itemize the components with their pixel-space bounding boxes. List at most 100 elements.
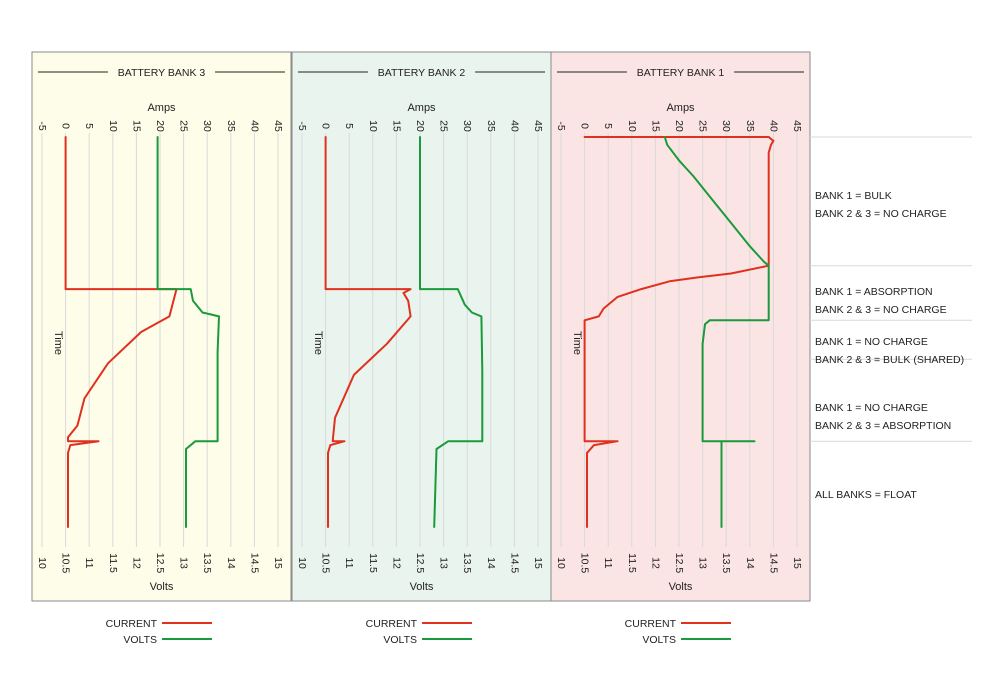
panel-background <box>291 51 552 602</box>
amps-tick-label: 45 <box>532 120 544 132</box>
panel-title: BATTERY BANK 2 <box>378 67 466 79</box>
time-axis-label: Time <box>571 331 583 355</box>
legend-label-current: CURRENT <box>366 618 418 630</box>
current-series-line <box>64 136 178 528</box>
amps-tick-label: 0 <box>320 123 332 129</box>
amps-tick-label: -5 <box>36 121 48 130</box>
time-axis-label: Time <box>52 331 64 355</box>
amps-tick-label: 5 <box>343 123 355 129</box>
phase-label: BANK 1 = BULK <box>815 190 892 202</box>
phase-label: BANK 1 = ABSORPTION <box>815 286 933 298</box>
amps-tick-label: 5 <box>602 123 614 129</box>
volts-tick-label: 12 <box>390 557 402 569</box>
volts-tick-label: 12 <box>649 557 661 569</box>
volts-tick-label: 10.5 <box>320 553 332 574</box>
legend-label-current: CURRENT <box>625 618 677 630</box>
time-axis-label: Time <box>312 331 324 355</box>
amps-tick-label: 25 <box>178 120 190 132</box>
legend-label-volts: VOLTS <box>642 634 676 646</box>
amps-tick-label: 25 <box>438 120 450 132</box>
amps-tick-label: 20 <box>673 120 685 132</box>
current-series-line <box>324 136 412 528</box>
amps-tick-label: 15 <box>390 120 402 132</box>
volts-tick-label: 11 <box>83 558 95 569</box>
amps-axis-label: Amps <box>147 102 176 114</box>
volts-axis-label: Volts <box>410 581 434 593</box>
volts-tick-label: 14 <box>744 557 756 569</box>
volts-tick-label: 10.5 <box>60 553 72 574</box>
amps-axis-label: Amps <box>666 102 695 114</box>
volts-tick-label: 12.5 <box>414 553 426 574</box>
panel-title: BATTERY BANK 1 <box>637 67 725 79</box>
phase-label: BANK 1 = NO CHARGE <box>815 402 928 414</box>
panel-background <box>31 51 292 602</box>
volts-tick-label: 14.5 <box>508 553 520 574</box>
volts-tick-label: 10 <box>36 557 48 569</box>
phase-label: BANK 2 & 3 = NO CHARGE <box>815 208 947 220</box>
chart-panel-3: BATTERY BANK 1 Amps Volts -5 0 5 10 15 20 25 30 35 4… <box>550 51 811 646</box>
amps-axis-label: Amps <box>407 102 436 114</box>
volts-tick-label: 13.5 <box>720 553 732 574</box>
volts-tick-label: 11 <box>602 558 614 569</box>
volts-tick-label: 12.5 <box>673 553 685 574</box>
volts-series-line <box>156 136 220 528</box>
volts-tick-label: 12.5 <box>154 553 166 574</box>
panel-title: BATTERY BANK 3 <box>118 67 206 79</box>
volts-tick-label: 10.5 <box>579 553 591 574</box>
amps-tick-label: -5 <box>296 121 308 130</box>
amps-tick-label: 35 <box>485 120 497 132</box>
volts-tick-label: 13 <box>697 557 709 569</box>
volts-tick-label: 15 <box>791 557 803 569</box>
phase-label: BANK 2 & 3 = ABSORPTION <box>815 420 951 432</box>
amps-tick-label: 35 <box>744 120 756 132</box>
volts-series-line <box>663 136 770 528</box>
volts-tick-label: 11.5 <box>107 553 119 573</box>
chart-panel-1: BATTERY BANK 3 Amps Volts -5 0 5 10 15 20 25 30 35 4… <box>31 51 292 646</box>
amps-tick-label: 15 <box>130 120 142 132</box>
amps-tick-label: 10 <box>367 120 379 132</box>
current-series-line <box>583 136 775 528</box>
amps-tick-label: 5 <box>83 123 95 129</box>
amps-tick-label: 40 <box>508 120 520 132</box>
volts-tick-label: 11.5 <box>626 553 638 573</box>
volts-tick-label: 14 <box>485 557 497 569</box>
amps-tick-label: 0 <box>60 123 72 129</box>
amps-tick-label: 10 <box>107 120 119 132</box>
amps-tick-label: 40 <box>767 120 779 132</box>
volts-axis-label: Volts <box>150 581 174 593</box>
volts-tick-label: 15 <box>532 557 544 569</box>
volts-tick-label: 14 <box>225 557 237 569</box>
amps-tick-label: 0 <box>579 123 591 129</box>
phase-label: BANK 2 & 3 = BULK (SHARED) <box>815 354 964 366</box>
volts-tick-label: 14.5 <box>248 553 260 574</box>
legend-label-current: CURRENT <box>106 618 158 630</box>
amps-tick-label: 35 <box>225 120 237 132</box>
volts-tick-label: 15 <box>272 557 284 569</box>
phase-label: BANK 1 = NO CHARGE <box>815 336 928 348</box>
amps-tick-label: -5 <box>555 121 567 130</box>
panel-background <box>550 51 811 602</box>
phase-label: BANK 2 & 3 = NO CHARGE <box>815 304 947 316</box>
volts-axis-label: Volts <box>669 581 693 593</box>
amps-tick-label: 40 <box>248 120 260 132</box>
volts-tick-label: 13 <box>178 557 190 569</box>
amps-tick-label: 45 <box>272 120 284 132</box>
amps-tick-label: 30 <box>720 120 732 132</box>
chart-panel-2: BATTERY BANK 2 Amps Volts -5 0 5 10 15 20 25 30 35 4… <box>291 51 552 646</box>
volts-tick-label: 10 <box>296 557 308 569</box>
volts-tick-label: 13.5 <box>461 553 473 574</box>
volts-tick-label: 11 <box>343 558 355 569</box>
amps-tick-label: 15 <box>649 120 661 132</box>
volts-tick-label: 13.5 <box>201 553 213 574</box>
legend-label-volts: VOLTS <box>123 634 157 646</box>
amps-tick-label: 45 <box>791 120 803 132</box>
volts-tick-label: 12 <box>130 557 142 569</box>
volts-tick-label: 10 <box>555 557 567 569</box>
amps-tick-label: 20 <box>414 120 426 132</box>
legend-label-volts: VOLTS <box>383 634 417 646</box>
phase-label: ALL BANKS = FLOAT <box>815 489 917 501</box>
volts-tick-label: 11.5 <box>367 553 379 573</box>
volts-tick-label: 14.5 <box>767 553 779 574</box>
amps-tick-label: 25 <box>697 120 709 132</box>
